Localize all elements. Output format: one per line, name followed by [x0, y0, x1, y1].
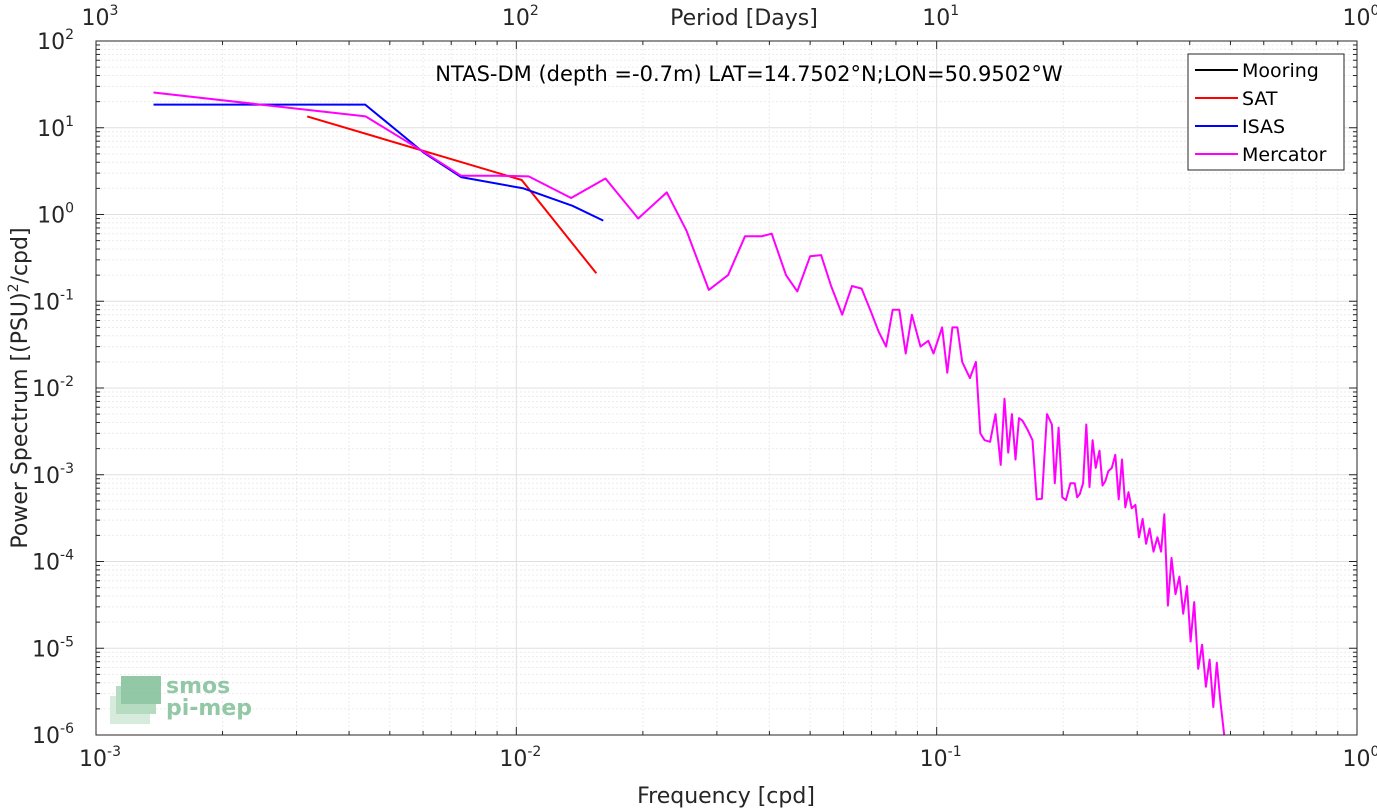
x-tick-label-base: 10	[920, 747, 948, 772]
y-tick-label-exponent: -6	[60, 721, 74, 737]
y-axis-label: Power Spectrum [(PSU)2/cpd]	[6, 227, 33, 548]
x-tick-label: 10-2	[499, 744, 541, 772]
top-tick-label-base: 10	[502, 6, 530, 31]
y-tick-label-base: 10	[32, 551, 60, 576]
y-tick-label: 10-5	[32, 634, 74, 662]
y-tick-label-base: 10	[32, 290, 60, 315]
top-tick-label-exponent: 2	[530, 3, 539, 19]
y-tick-label: 10-3	[32, 461, 74, 489]
legend-label-mercator: Mercator	[1242, 144, 1327, 166]
y-tick-label-exponent: 0	[65, 201, 74, 217]
y-tick-label-base: 10	[37, 117, 65, 142]
legend-label-sat: SAT	[1242, 88, 1278, 110]
y-tick-label-base: 10	[32, 637, 60, 662]
legend-label-isas: ISAS	[1242, 116, 1285, 138]
y-tick-label-exponent: -2	[60, 374, 74, 390]
series-line-mercator	[153, 91, 1226, 736]
series-line-isas	[153, 103, 604, 222]
legend: Mooring SAT ISAS Mercator	[1187, 53, 1345, 171]
y-tick-label-exponent: 2	[65, 27, 74, 43]
top-tick-label: 101	[922, 3, 959, 31]
tick-marks	[95, 40, 1358, 736]
y-tick-label-exponent: -4	[60, 548, 74, 564]
chart-title: NTAS-DM (depth =-0.7m) LAT=14.7502°N;LON…	[435, 62, 1063, 86]
y-tick-label-exponent: 1	[65, 114, 74, 130]
y-tick-label-exponent: -5	[60, 634, 74, 650]
y-tick-label-exponent: -1	[60, 287, 74, 303]
x-axis-label: Frequency [cpd]	[637, 784, 815, 809]
top-tick-label: 103	[82, 3, 119, 31]
x-tick-label: 100	[1343, 744, 1377, 772]
y-axis-label-main: Power Spectrum [(PSU)	[8, 292, 33, 548]
y-tick-label: 10-4	[32, 548, 74, 576]
y-tick-label: 100	[37, 201, 74, 229]
smos-pimep-logo: smos pi-mep	[110, 674, 252, 724]
logo-line2: pi-mep	[166, 696, 252, 721]
y-tick-label-base: 10	[32, 724, 60, 749]
y-tick-label: 10-2	[32, 374, 74, 402]
logo-line1: smos	[166, 674, 230, 699]
series-line-sat	[306, 115, 598, 274]
legend-box	[1187, 53, 1345, 171]
x-tick-label-base: 10	[499, 747, 527, 772]
y-tick-label: 101	[37, 114, 74, 142]
top-tick-label-exponent: 1	[950, 3, 959, 19]
top-tick-label-exponent: 3	[110, 3, 119, 19]
y-tick-label-base: 10	[37, 204, 65, 229]
top-tick-label: 100	[1343, 3, 1377, 31]
y-tick-label-base: 10	[37, 30, 65, 55]
top-tick-label-exponent: 0	[1371, 3, 1377, 19]
x-tick-label-base: 10	[1343, 747, 1371, 772]
x-tick-label-base: 10	[79, 747, 107, 772]
x-tick-label-exponent: -1	[948, 744, 962, 760]
top-tick-label: 102	[502, 3, 539, 31]
y-axis-label-sup: 2	[6, 283, 22, 292]
x-tick-label: 10-3	[79, 744, 121, 772]
x-tick-label-exponent: -2	[527, 744, 541, 760]
top-tick-label-base: 10	[1343, 6, 1371, 31]
top-tick-label-base: 10	[82, 6, 110, 31]
x-tick-label-exponent: -3	[107, 744, 121, 760]
series-layer	[153, 91, 1226, 736]
y-tick-label-base: 10	[32, 377, 60, 402]
logo-mark-front	[121, 676, 161, 704]
x-tick-label-exponent: 0	[1371, 744, 1377, 760]
x-tick-label: 10-1	[920, 744, 962, 772]
y-tick-label-exponent: -3	[60, 461, 74, 477]
y-tick-label-base: 10	[32, 464, 60, 489]
top-tick-label-base: 10	[922, 6, 950, 31]
y-tick-label: 10-1	[32, 287, 74, 315]
top-axis-label: Period [Days]	[670, 6, 818, 31]
legend-label-mooring: Mooring	[1242, 60, 1319, 82]
y-tick-label: 10-6	[32, 721, 74, 749]
y-axis-label-tail: /cpd]	[8, 227, 33, 283]
y-tick-label: 102	[37, 27, 74, 55]
